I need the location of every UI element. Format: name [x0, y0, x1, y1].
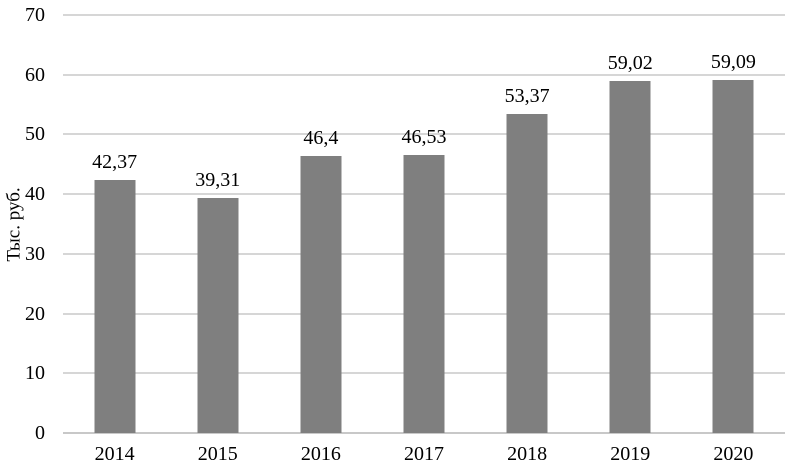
x-tick-label: 2016: [300, 443, 341, 465]
y-tick-label: 50: [25, 123, 45, 146]
bar-value-label: 59,09: [710, 51, 756, 74]
x-axis-line: [63, 432, 785, 434]
bars: 42,37 39,31 46,4 46,53 53,37 59,02 59,09: [63, 15, 785, 433]
gridline: [63, 14, 785, 16]
y-tick-label: 0: [35, 422, 45, 444]
bar: [403, 155, 445, 433]
bar-column: 46,4: [269, 15, 372, 433]
x-tick-label: 2020: [713, 443, 754, 465]
bar-column: 39,31: [166, 15, 269, 433]
bar-column: 46,53: [372, 15, 475, 433]
bar-value-label: 39,31: [195, 169, 241, 192]
bar: [94, 180, 136, 433]
bar-value-label: 53,37: [504, 85, 550, 108]
y-tick-label: 70: [25, 4, 45, 26]
gridline: [63, 73, 785, 76]
x-tick-label: 2019: [610, 443, 651, 465]
y-tick-label: 30: [25, 242, 45, 265]
x-axis-tick-labels: 2014 2015 2016 2017 2018 2019 2020: [63, 442, 785, 466]
bar-value-label: 46,53: [401, 126, 447, 149]
bar-column: 42,37: [63, 15, 166, 433]
y-tick-label: 20: [25, 302, 45, 325]
x-tick-label: 2014: [94, 443, 135, 465]
bar: [609, 80, 651, 433]
x-tick-label: 2017: [403, 443, 444, 465]
x-tick-label: 2015: [197, 443, 238, 465]
bar-value-label: 59,02: [607, 51, 653, 74]
gridline: [63, 133, 785, 136]
plot-area: 42,37 39,31 46,4 46,53 53,37 59,02 59,09: [63, 14, 785, 434]
y-tick-label: 60: [25, 63, 45, 86]
bar-column: 59,09: [682, 15, 785, 433]
bar-column: 53,37: [476, 15, 579, 433]
y-axis-tick-labels: 0 10 20 30 40 50 60 70: [0, 5, 48, 443]
bar-column: 59,02: [579, 15, 682, 433]
bar-value-label: 46,4: [303, 126, 339, 149]
y-tick-label: 40: [25, 183, 45, 206]
bar-value-label: 42,37: [92, 151, 138, 173]
y-tick-label: 10: [25, 362, 45, 385]
bar: [506, 114, 548, 433]
x-tick-label: 2018: [507, 443, 548, 465]
bar: [712, 80, 754, 433]
bar: [197, 198, 239, 433]
bar: [300, 155, 342, 433]
